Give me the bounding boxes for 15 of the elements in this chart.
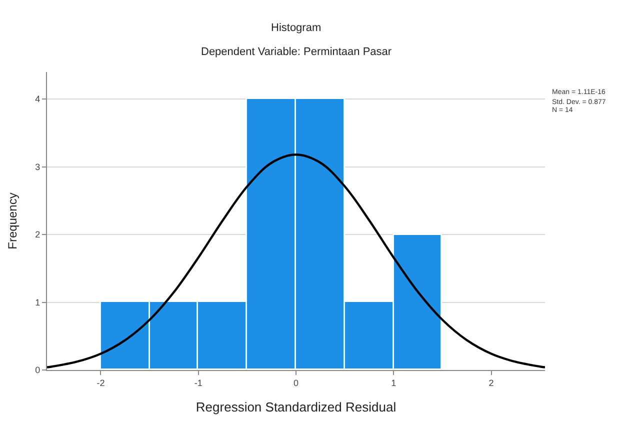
y-axis-title: Frequency <box>5 192 20 250</box>
line-series <box>47 154 545 368</box>
y-tick-label: 3 <box>35 162 40 172</box>
x-tick-label: 2 <box>488 378 494 388</box>
y-tick-label: 4 <box>35 94 40 104</box>
x-tick-label: -2 <box>96 378 105 388</box>
y-tick-label: 0 <box>35 365 40 376</box>
y-tick-label: 1 <box>35 297 40 308</box>
y-tick-label: 2 <box>35 230 40 240</box>
x-axis-title: Regression Standardized Residual <box>196 399 396 414</box>
x-tick-label: 0 <box>293 378 299 388</box>
chart-subtitle: Dependent Variable: Permintaan Pasar <box>201 46 392 58</box>
x-tick-label: -1 <box>194 378 202 388</box>
x-tick-label: 1 <box>391 378 396 388</box>
chart-title: Histogram <box>271 22 322 34</box>
